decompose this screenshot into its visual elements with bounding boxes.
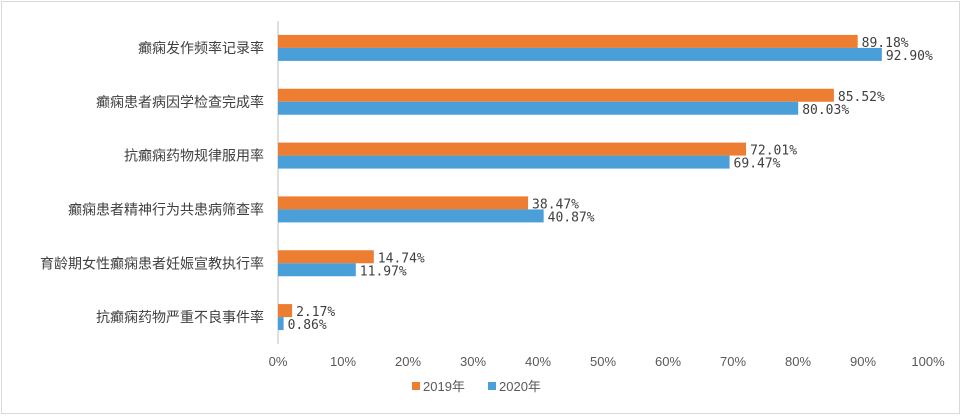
- category-label: 抗癫痫药物严重不良事件率: [96, 309, 264, 326]
- category-label: 癫痫患者精神行为共患病筛查率: [68, 201, 264, 218]
- data-label: 80.03%: [802, 103, 849, 118]
- data-label: 0.86%: [288, 318, 327, 333]
- category-label: 癫痫发作频率记录率: [138, 40, 264, 57]
- x-tick-label: 80%: [785, 354, 811, 369]
- legend-swatch: [412, 382, 420, 390]
- legend-label: 2019年: [423, 379, 465, 394]
- category-label: 癫痫患者病因学检查完成率: [96, 94, 264, 111]
- category-label: 育龄期女性癫痫患者妊娠宣教执行率: [40, 255, 264, 272]
- x-tick-label: 20%: [395, 354, 421, 369]
- data-label: 2.17%: [296, 305, 335, 320]
- x-tick-label: 30%: [460, 354, 486, 369]
- x-tick-label: 40%: [525, 354, 551, 369]
- x-tick-label: 10%: [330, 354, 356, 369]
- x-tick-label: 50%: [590, 354, 616, 369]
- data-label: 89.18%: [862, 36, 909, 51]
- x-tick-label: 90%: [850, 354, 876, 369]
- x-tick-label: 70%: [720, 354, 746, 369]
- data-label: 92.90%: [886, 49, 933, 64]
- x-tick-label: 60%: [655, 354, 681, 369]
- data-label: 14.74%: [378, 251, 425, 266]
- data-label: 38.47%: [532, 197, 579, 212]
- bar-series1: [278, 88, 834, 102]
- data-label: 11.97%: [360, 264, 407, 279]
- x-tick-label: 0%: [269, 354, 288, 369]
- legend-label: 2020年: [499, 379, 541, 394]
- x-tick-label: 100%: [911, 354, 945, 369]
- legend-swatch: [488, 382, 496, 390]
- bar-series2: [278, 209, 544, 223]
- bar-series2: [278, 155, 730, 169]
- data-label: 85.52%: [838, 90, 885, 105]
- data-label: 40.87%: [548, 210, 595, 225]
- data-label: 69.47%: [734, 157, 781, 172]
- bar-series2: [278, 317, 284, 331]
- bar-series2: [278, 101, 799, 115]
- bar-series1: [278, 34, 858, 48]
- data-label: 72.01%: [750, 144, 797, 159]
- bar-series1: [278, 304, 293, 318]
- bar-series1: [278, 142, 747, 156]
- bar-series1: [278, 250, 374, 264]
- bar-series1: [278, 196, 529, 210]
- bar-series2: [278, 263, 356, 277]
- category-label: 抗癫痫药物规律服用率: [124, 148, 264, 165]
- bar-series2: [278, 47, 882, 61]
